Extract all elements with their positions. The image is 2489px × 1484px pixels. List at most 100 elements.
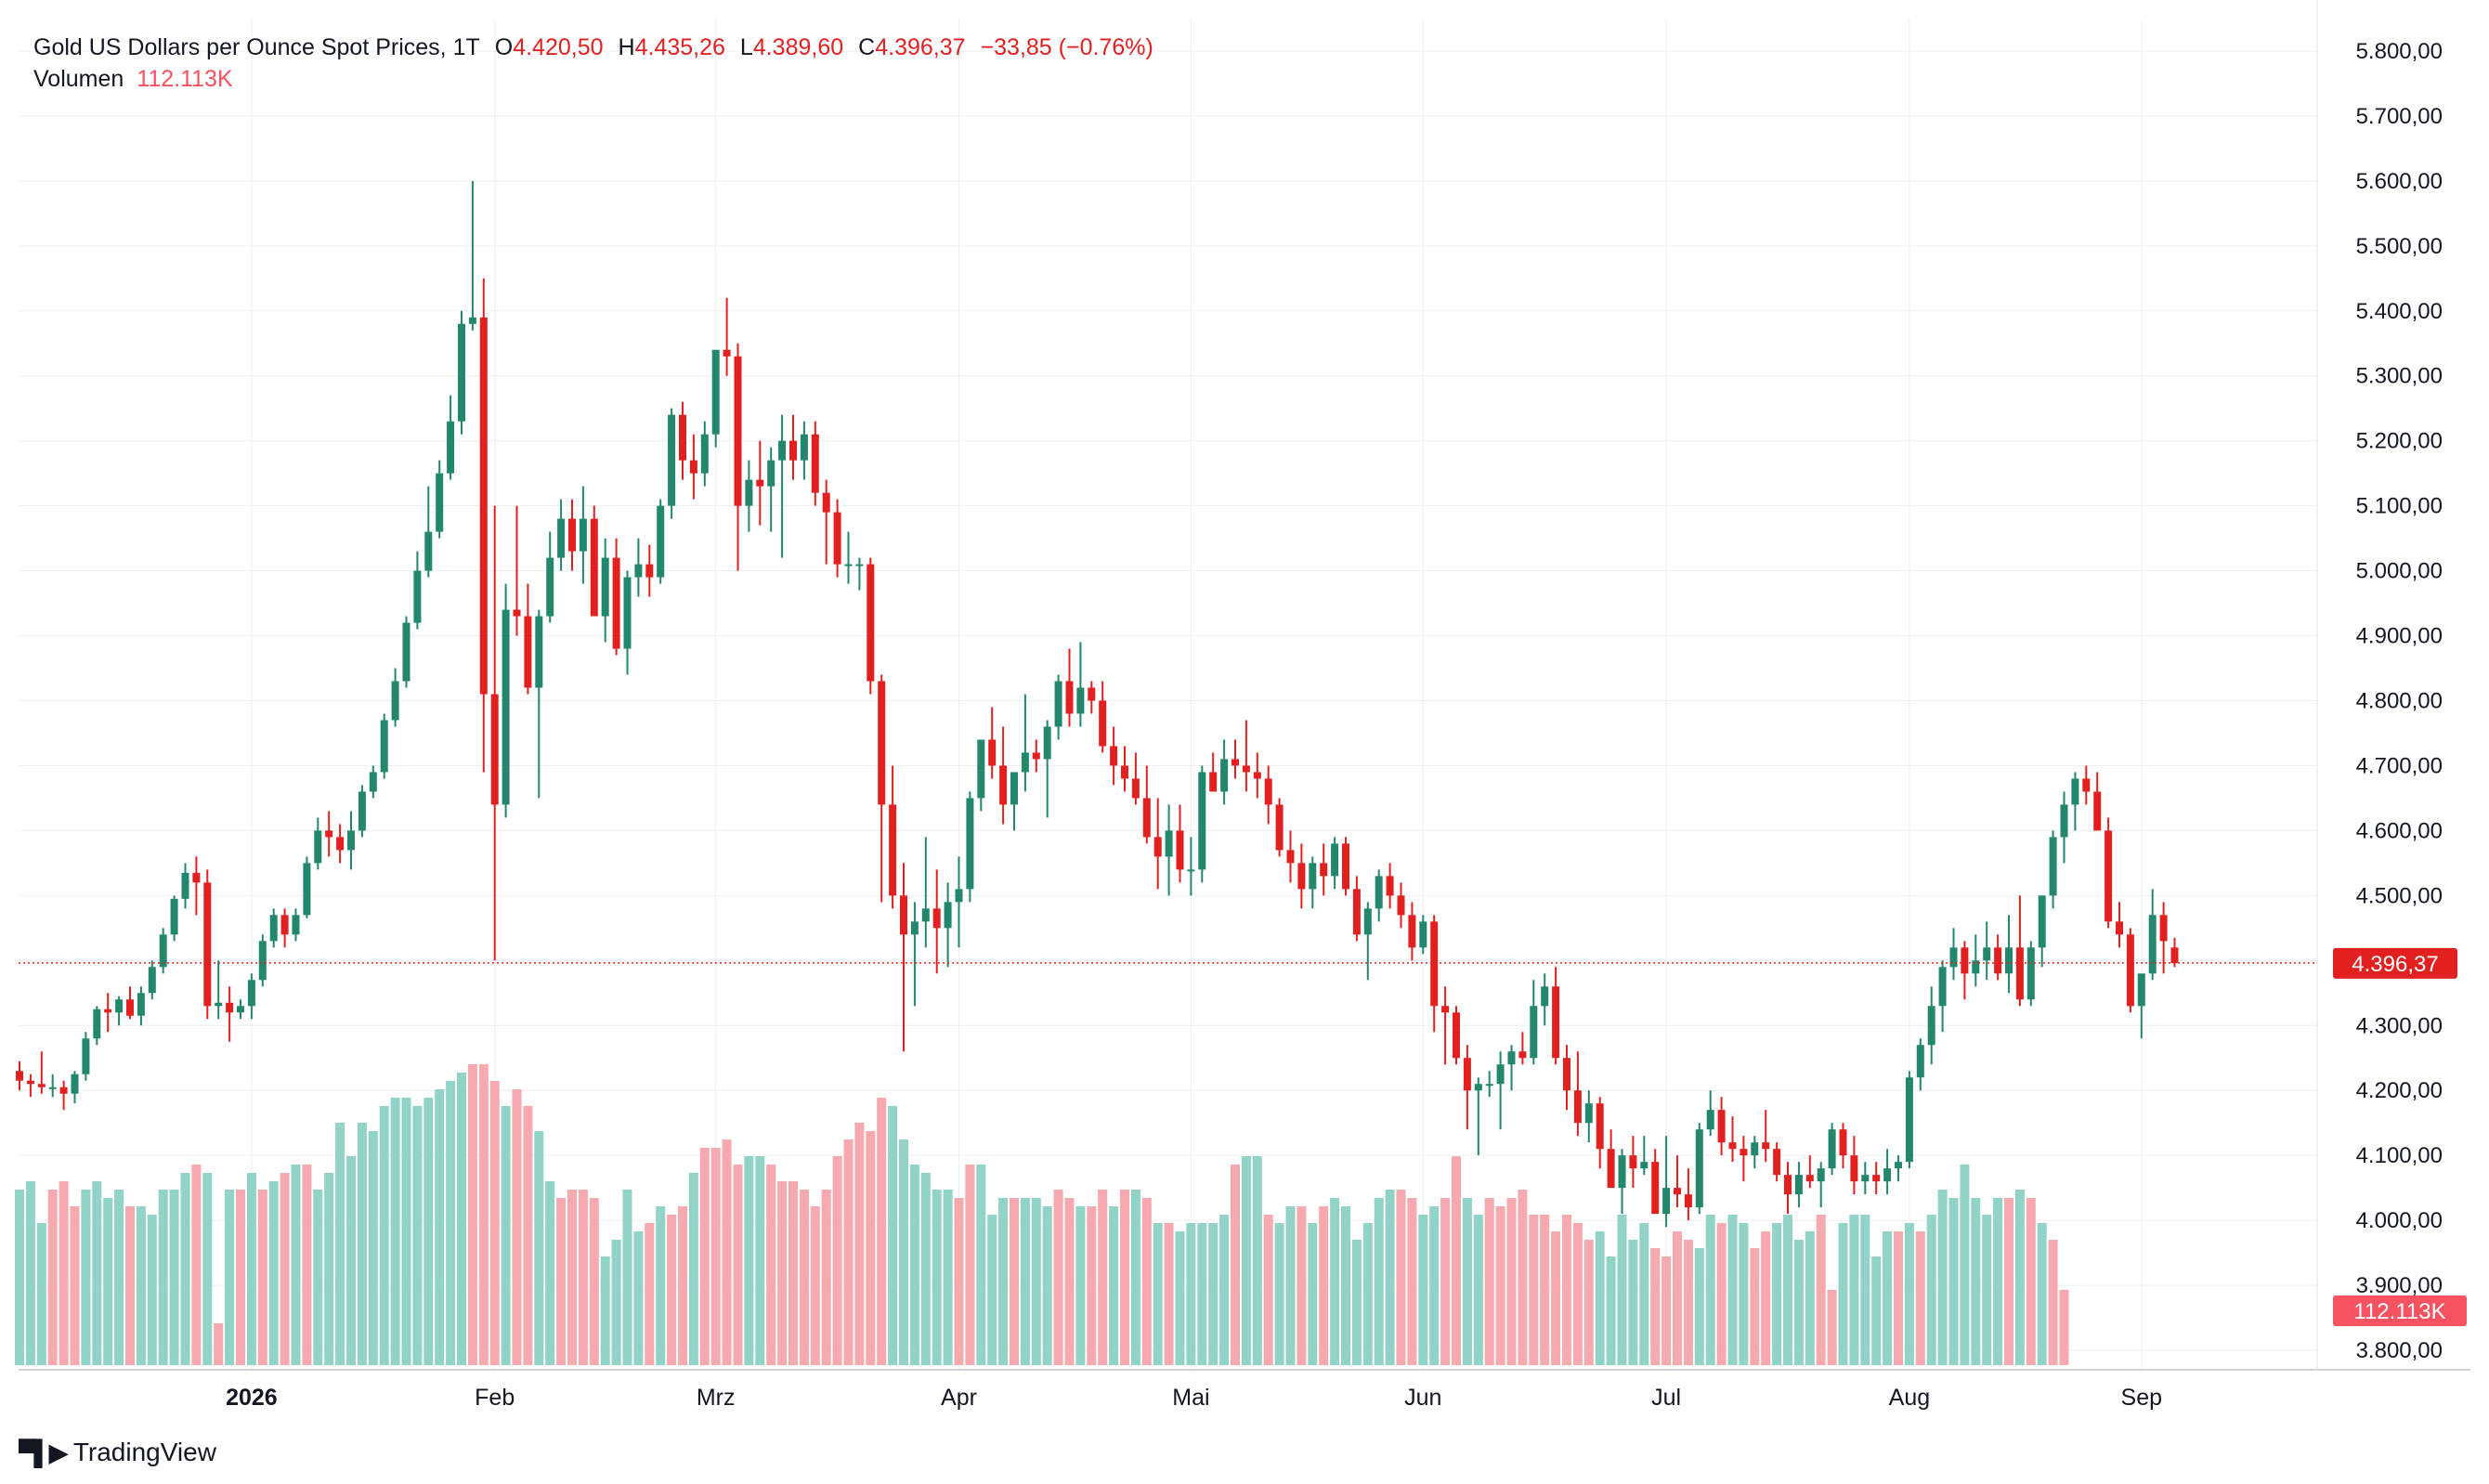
candle-body: [2026, 947, 2035, 1000]
candle-body: [1065, 681, 1074, 714]
candle-body: [347, 830, 355, 851]
candle-body: [1430, 921, 1439, 1007]
candle-body: [258, 941, 267, 981]
candle-body: [468, 317, 476, 324]
candle-body: [811, 434, 819, 493]
volume-bar: [412, 1106, 423, 1365]
time-tick-label: Aug: [1889, 1385, 1930, 1411]
volume-bar: [357, 1123, 367, 1365]
volume-bar: [545, 1181, 555, 1365]
candle-body: [436, 473, 444, 532]
chart-legend: Gold US Dollars per Ounce Spot Prices, 1…: [33, 32, 1168, 95]
candle-body: [1674, 1188, 1681, 1195]
candle-body: [822, 492, 830, 513]
volume-bar: [1662, 1256, 1672, 1365]
volume-bar: [899, 1139, 908, 1365]
volume-bar: [965, 1165, 975, 1365]
candle-body: [1916, 1045, 1924, 1078]
volume-bar: [2026, 1198, 2036, 1365]
open-value: 4.420,50: [513, 34, 604, 60]
volume-bar: [435, 1089, 445, 1365]
candle-body: [1209, 772, 1218, 792]
candle-body: [700, 434, 709, 474]
candle-body: [1728, 1142, 1737, 1150]
candle-body: [1076, 687, 1085, 714]
volume-bar: [103, 1198, 113, 1365]
candle-body: [159, 934, 167, 968]
candle-body: [358, 791, 366, 831]
volume-bar: [866, 1131, 876, 1365]
candle-body: [314, 830, 322, 864]
candle-body: [579, 518, 587, 552]
volume-bar: [1241, 1156, 1251, 1365]
candle-body: [247, 980, 255, 1007]
candle-body: [181, 872, 189, 899]
candle-body: [1021, 752, 1029, 773]
volume-bar: [36, 1223, 46, 1365]
tradingview-brand[interactable]: ▀▌▶ TradingView: [19, 1438, 216, 1467]
candle-body: [1375, 876, 1383, 909]
volume-bar: [478, 1064, 489, 1365]
volume-bar: [1330, 1198, 1340, 1365]
price-tick-label: 4.000,00: [2356, 1208, 2443, 1233]
volume-bar: [158, 1190, 168, 1365]
candle-body: [2038, 895, 2046, 948]
volume-bar: [1904, 1223, 1914, 1365]
candle-body: [490, 694, 499, 805]
close-label: C: [858, 34, 876, 60]
candle-body: [789, 440, 797, 461]
candle-body: [1153, 837, 1162, 857]
candle-body: [2137, 973, 2145, 1007]
candle-body: [1474, 1084, 1482, 1091]
candle-body: [1961, 947, 1969, 974]
candle-body: [1651, 1162, 1660, 1215]
candle-body: [336, 837, 345, 851]
time-tick-label: Jul: [1651, 1385, 1681, 1411]
symbol-title[interactable]: Gold US Dollars per Ounce Spot Prices, 1…: [33, 34, 480, 60]
candle-body: [1596, 1103, 1604, 1150]
volume-bar: [1351, 1240, 1362, 1365]
price-tick-label: 4.200,00: [2356, 1078, 2443, 1103]
volume-bar: [622, 1190, 632, 1365]
volume-bar: [1518, 1190, 1528, 1365]
candle-body: [1386, 876, 1394, 896]
volume-bar: [1109, 1206, 1119, 1365]
candle-body: [1121, 765, 1128, 779]
candle-body: [93, 1009, 101, 1039]
time-tick-label: Sep: [2121, 1385, 2162, 1411]
volume-bar: [523, 1106, 533, 1365]
candle-body: [26, 1080, 34, 1085]
time-tick-label: 2026: [226, 1385, 278, 1411]
candle-body: [867, 564, 875, 682]
volume-bar: [678, 1206, 687, 1365]
volume-bar: [1495, 1206, 1505, 1365]
candle-body: [479, 317, 488, 695]
volume-bar: [854, 1123, 865, 1365]
volume-bar: [268, 1181, 279, 1365]
volume-bar: [1208, 1223, 1218, 1365]
candle-body: [1297, 863, 1306, 890]
candle-body: [1043, 726, 1051, 760]
candle-body: [280, 915, 289, 935]
volume-bar: [998, 1198, 1009, 1365]
volume-bar: [1374, 1198, 1384, 1365]
volume-bar: [202, 1173, 213, 1365]
volume-bar: [821, 1190, 831, 1365]
volume-bar: [1219, 1215, 1230, 1365]
volume-bar: [1053, 1190, 1063, 1365]
volume-bar: [1231, 1165, 1240, 1365]
volume-bar: [280, 1173, 290, 1365]
candle-body: [778, 440, 787, 461]
volume-bar: [457, 1073, 466, 1365]
volume-bar: [15, 1190, 24, 1365]
candle-body: [1010, 772, 1018, 805]
candle-body: [1032, 752, 1040, 760]
volume-label[interactable]: Volumen: [33, 66, 124, 92]
candle-body: [1607, 1149, 1615, 1189]
candle-body: [1994, 947, 2002, 974]
candle-body: [1805, 1175, 1814, 1182]
volume-bar: [1020, 1198, 1030, 1365]
price-tick-label: 5.600,00: [2356, 169, 2443, 194]
candle-body: [833, 512, 841, 565]
